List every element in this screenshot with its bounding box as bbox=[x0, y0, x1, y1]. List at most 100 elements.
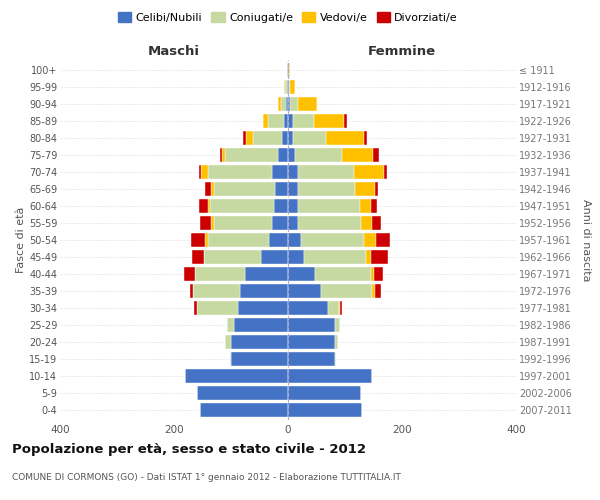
Bar bbox=[268, 114, 284, 128]
Bar bbox=[193, 284, 239, 298]
Bar bbox=[288, 199, 298, 214]
Bar bbox=[226, 334, 231, 349]
Bar bbox=[220, 148, 223, 162]
Bar bbox=[231, 352, 288, 366]
Text: Maschi: Maschi bbox=[148, 46, 200, 59]
Bar bbox=[192, 250, 203, 264]
Bar bbox=[285, 80, 287, 94]
Bar bbox=[272, 216, 288, 230]
Bar bbox=[199, 165, 202, 180]
Bar bbox=[298, 97, 317, 112]
Bar bbox=[290, 80, 295, 94]
Bar bbox=[274, 199, 288, 214]
Bar bbox=[371, 266, 374, 281]
Bar bbox=[371, 199, 377, 214]
Bar bbox=[288, 334, 335, 349]
Bar bbox=[340, 300, 341, 315]
Bar bbox=[288, 352, 335, 366]
Bar bbox=[245, 266, 288, 281]
Bar bbox=[286, 97, 288, 112]
Bar bbox=[374, 266, 383, 281]
Bar bbox=[238, 300, 288, 315]
Bar bbox=[288, 266, 316, 281]
Bar bbox=[246, 131, 253, 146]
Bar bbox=[293, 131, 326, 146]
Bar bbox=[304, 250, 365, 264]
Bar bbox=[290, 97, 298, 112]
Bar bbox=[288, 131, 293, 146]
Bar bbox=[278, 97, 281, 112]
Bar bbox=[295, 148, 341, 162]
Bar bbox=[371, 250, 388, 264]
Bar bbox=[263, 114, 268, 128]
Bar bbox=[275, 182, 288, 196]
Bar bbox=[288, 182, 298, 196]
Bar bbox=[341, 148, 373, 162]
Bar bbox=[208, 233, 269, 247]
Bar bbox=[227, 318, 234, 332]
Bar bbox=[197, 386, 288, 400]
Bar bbox=[200, 402, 288, 417]
Bar bbox=[288, 300, 328, 315]
Bar bbox=[200, 216, 211, 230]
Bar bbox=[364, 233, 376, 247]
Bar bbox=[298, 165, 354, 180]
Bar bbox=[211, 182, 214, 196]
Bar bbox=[243, 131, 246, 146]
Y-axis label: Fasce di età: Fasce di età bbox=[16, 207, 26, 273]
Bar bbox=[344, 114, 347, 128]
Bar bbox=[226, 148, 278, 162]
Bar bbox=[288, 233, 301, 247]
Bar bbox=[260, 250, 288, 264]
Bar bbox=[199, 199, 208, 214]
Bar bbox=[335, 334, 338, 349]
Bar bbox=[211, 199, 274, 214]
Bar bbox=[288, 165, 298, 180]
Bar bbox=[191, 233, 205, 247]
Text: Femmine: Femmine bbox=[368, 46, 436, 59]
Bar bbox=[239, 284, 288, 298]
Bar bbox=[269, 233, 288, 247]
Bar bbox=[326, 131, 364, 146]
Bar bbox=[288, 368, 373, 383]
Text: Popolazione per età, sesso e stato civile - 2012: Popolazione per età, sesso e stato civil… bbox=[12, 442, 366, 456]
Bar bbox=[328, 300, 340, 315]
Bar bbox=[208, 165, 272, 180]
Bar bbox=[365, 250, 371, 264]
Bar bbox=[211, 216, 214, 230]
Bar bbox=[205, 233, 208, 247]
Legend: Celibi/Nubili, Coniugati/e, Vedovi/e, Divorziati/e: Celibi/Nubili, Coniugati/e, Vedovi/e, Di… bbox=[113, 8, 463, 28]
Bar bbox=[335, 352, 336, 366]
Bar bbox=[230, 352, 231, 366]
Bar bbox=[214, 216, 272, 230]
Bar bbox=[375, 182, 378, 196]
Bar bbox=[288, 402, 362, 417]
Bar bbox=[364, 131, 367, 146]
Bar bbox=[278, 148, 288, 162]
Bar bbox=[288, 97, 290, 112]
Bar bbox=[272, 165, 288, 180]
Bar bbox=[281, 97, 286, 112]
Bar bbox=[287, 80, 288, 94]
Bar bbox=[203, 250, 260, 264]
Bar bbox=[316, 266, 371, 281]
Bar bbox=[197, 300, 238, 315]
Bar bbox=[288, 216, 298, 230]
Bar bbox=[288, 148, 295, 162]
Bar bbox=[194, 300, 197, 315]
Bar bbox=[190, 284, 193, 298]
Bar bbox=[202, 165, 208, 180]
Bar bbox=[314, 114, 344, 128]
Bar bbox=[301, 233, 364, 247]
Bar bbox=[195, 266, 245, 281]
Bar bbox=[223, 148, 226, 162]
Bar bbox=[288, 284, 321, 298]
Bar bbox=[214, 182, 275, 196]
Bar bbox=[375, 284, 381, 298]
Bar bbox=[321, 284, 373, 298]
Bar bbox=[373, 284, 375, 298]
Bar bbox=[253, 131, 283, 146]
Bar bbox=[373, 216, 381, 230]
Bar bbox=[289, 80, 290, 94]
Bar bbox=[284, 80, 285, 94]
